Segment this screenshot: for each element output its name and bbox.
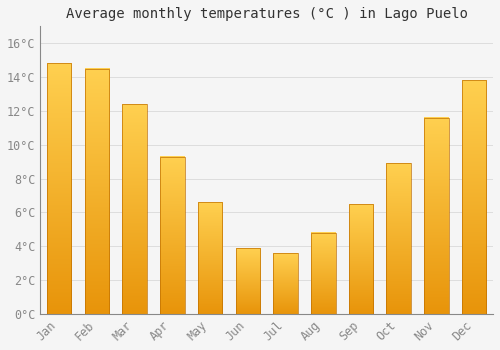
Title: Average monthly temperatures (°C ) in Lago Puelo: Average monthly temperatures (°C ) in La…: [66, 7, 468, 21]
